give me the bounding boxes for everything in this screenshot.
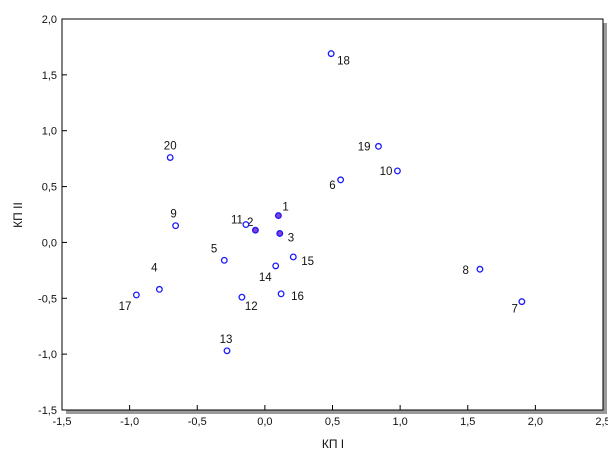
data-point-5 (220, 256, 228, 264)
point-label-20: 20 (164, 141, 177, 153)
data-point-2 (251, 226, 259, 234)
point-label-2: 2 (247, 217, 253, 229)
x-tick-label: -0,5 (188, 416, 207, 428)
point-label-4: 4 (151, 262, 158, 274)
x-tick-label: 2,0 (528, 416, 543, 428)
point-label-1: 1 (282, 202, 288, 214)
data-point-18 (327, 50, 335, 58)
y-tick-label: -1,0 (38, 349, 57, 361)
data-point-20 (166, 154, 174, 161)
point-label-9: 9 (170, 209, 176, 221)
point-label-11: 11 (231, 215, 243, 227)
data-point-14 (272, 262, 280, 270)
data-point-7 (518, 298, 526, 306)
y-tick-label: -1,5 (38, 405, 57, 417)
point-label-12: 12 (245, 301, 258, 313)
x-tick-label: 0,5 (325, 416, 340, 428)
point-label-17: 17 (119, 301, 132, 313)
x-tick-label: 1,5 (460, 416, 475, 428)
y-tick-label: -0,5 (38, 293, 57, 305)
plot-area (61, 18, 604, 411)
x-tick-label: -1,0 (120, 416, 139, 428)
x-tick-label: 2,5 (595, 416, 608, 428)
y-tick-label: 2,0 (42, 14, 57, 26)
x-axis-ticks: -1,5 -1,0 -0,5 0,0 0,5 1,0 1,5 2,0 2,5 (53, 405, 608, 428)
point-label-8: 8 (463, 265, 469, 277)
y-tick-label: 0,5 (42, 182, 57, 194)
data-point-8 (476, 265, 484, 273)
y-tick-label: 1,0 (42, 126, 57, 138)
y-tick-label: 0,0 (42, 237, 57, 249)
data-point-19 (375, 142, 382, 150)
point-label-19: 19 (358, 141, 371, 153)
point-label-18: 18 (337, 56, 350, 68)
point-label-6: 6 (329, 180, 335, 192)
data-point-6 (337, 176, 345, 184)
data-point-10 (393, 167, 401, 175)
point-label-5: 5 (211, 243, 217, 255)
data-point-13 (223, 347, 231, 355)
point-label-14: 14 (259, 272, 272, 284)
data-point-15 (289, 253, 297, 261)
point-label-15: 15 (301, 256, 314, 268)
x-tick-label: -1,5 (53, 416, 72, 428)
point-label-10: 10 (380, 166, 393, 178)
point-label-3: 3 (288, 232, 294, 244)
data-point-11 (242, 221, 250, 229)
x-axis-title: КП I (322, 437, 344, 451)
x-tick-label: 0,0 (257, 416, 272, 428)
data-point-9 (172, 222, 180, 230)
y-axis-title: КП II (11, 202, 25, 228)
y-tick-label: 1,5 (42, 70, 57, 82)
point-label-13: 13 (220, 334, 233, 346)
x-tick-label: 1,0 (392, 416, 407, 428)
data-point-4 (155, 285, 163, 293)
y-axis-ticks: -1,5 -1,0 -0,5 0,0 0,5 1,0 1,5 2,0 (38, 14, 67, 417)
data-point-12 (238, 293, 246, 301)
point-label-16: 16 (291, 291, 304, 303)
point-label-7: 7 (511, 304, 517, 316)
data-point-16 (277, 290, 285, 298)
data-point-17 (132, 291, 140, 299)
data-point-3 (276, 230, 284, 237)
data-point-1 (274, 212, 282, 220)
